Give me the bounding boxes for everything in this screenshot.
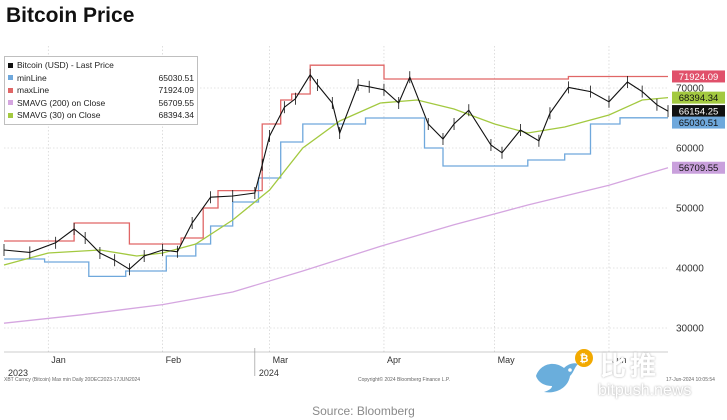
price-tag: [672, 105, 725, 118]
x-tick-label: Jun: [612, 355, 627, 365]
legend-entry: SMAVG (200) on Close 56709.55: [8, 97, 194, 110]
chart-legend: Bitcoin (USD) - Last Price minLine 65030…: [4, 56, 198, 125]
y-tick-label: 40000: [676, 264, 704, 275]
watermark-domain: bitpush.news: [598, 382, 692, 399]
series-line-smavg-200-on-close: [3, 167, 669, 324]
legend-swatch: [8, 87, 13, 93]
source-caption: Source: Bloomberg: [312, 404, 415, 418]
legend-value: 68394.34: [158, 110, 194, 121]
x-tick-label: Jan: [51, 355, 66, 365]
price-tag: [672, 116, 725, 129]
chart-footer-copyright: Copyright© 2024 Bloomberg Finance L.P.: [358, 377, 450, 383]
legend-label: Bitcoin (USD) - Last Price: [17, 60, 114, 71]
y-tick-label: 30000: [676, 324, 704, 335]
legend-value: 71924.09: [158, 85, 194, 96]
x-tick-label: May: [498, 355, 516, 365]
chart-footer-timestamp: 17-Jun-2024 10:05:54: [666, 377, 715, 383]
series-line-maxline: [4, 64, 668, 245]
legend-swatch: [8, 100, 13, 106]
legend-swatch: [8, 62, 13, 68]
price-tag-label: 56709.55: [679, 163, 719, 174]
legend-entry: Bitcoin (USD) - Last Price: [8, 59, 194, 72]
legend-swatch: [8, 75, 13, 81]
legend-entry: SMAVG (30) on Close 68394.34: [8, 109, 194, 122]
legend-value: 56709.55: [158, 97, 194, 108]
legend-label: SMAVG (30) on Close: [17, 110, 101, 121]
legend-swatch: [8, 112, 13, 118]
x-tick-label: Apr: [387, 355, 401, 365]
price-tag-label: 68394.34: [679, 93, 719, 104]
chart-footer-ticker: XBT Curncy (Bitcoin) Max min Daily 20DEC…: [4, 377, 141, 383]
year-label: 2024: [259, 368, 279, 378]
bird-logo-icon: ₿: [536, 349, 593, 393]
price-chart: 30000 40000 50000 60000 70000 Jan Feb Mar Apr May…: [3, 46, 725, 378]
series-line-bitcoin-usd-last-price: [3, 73, 669, 270]
page-title: Bitcoin Price: [6, 4, 135, 27]
series-line-smavg-30-on-close: [3, 96, 669, 266]
bitpush-watermark: ₿ 比推 bitpush.news: [530, 346, 724, 404]
watermark-chinese: 比推: [600, 352, 661, 382]
year-label: 2023: [8, 368, 28, 378]
price-tag: [672, 161, 725, 174]
price-tag-label: 65030.51: [679, 118, 719, 129]
price-tag-label: 71924.09: [679, 72, 719, 83]
x-tick-label: Mar: [273, 355, 289, 365]
x-tick-label: Feb: [166, 355, 182, 365]
y-tick-label: 50000: [676, 204, 704, 215]
price-tag-label: 66154.25: [679, 107, 719, 118]
series-line-minline: [4, 117, 668, 278]
bitcoin-badge-icon: ₿: [580, 352, 589, 365]
legend-entry: minLine 65030.51: [8, 72, 194, 85]
price-tag: [672, 70, 725, 83]
legend-entry: maxLine 71924.09: [8, 84, 194, 97]
chart-frame: 30000 40000 50000 60000 70000 Jan Feb Mar Apr May…: [0, 46, 727, 388]
legend-label: minLine: [17, 72, 47, 83]
legend-value: 65030.51: [158, 72, 194, 83]
y-tick-label: 70000: [676, 84, 704, 95]
legend-label: maxLine: [17, 85, 50, 96]
y-tick-label: 60000: [676, 144, 704, 155]
legend-label: SMAVG (200) on Close: [17, 97, 106, 108]
price-tag: [672, 91, 725, 104]
